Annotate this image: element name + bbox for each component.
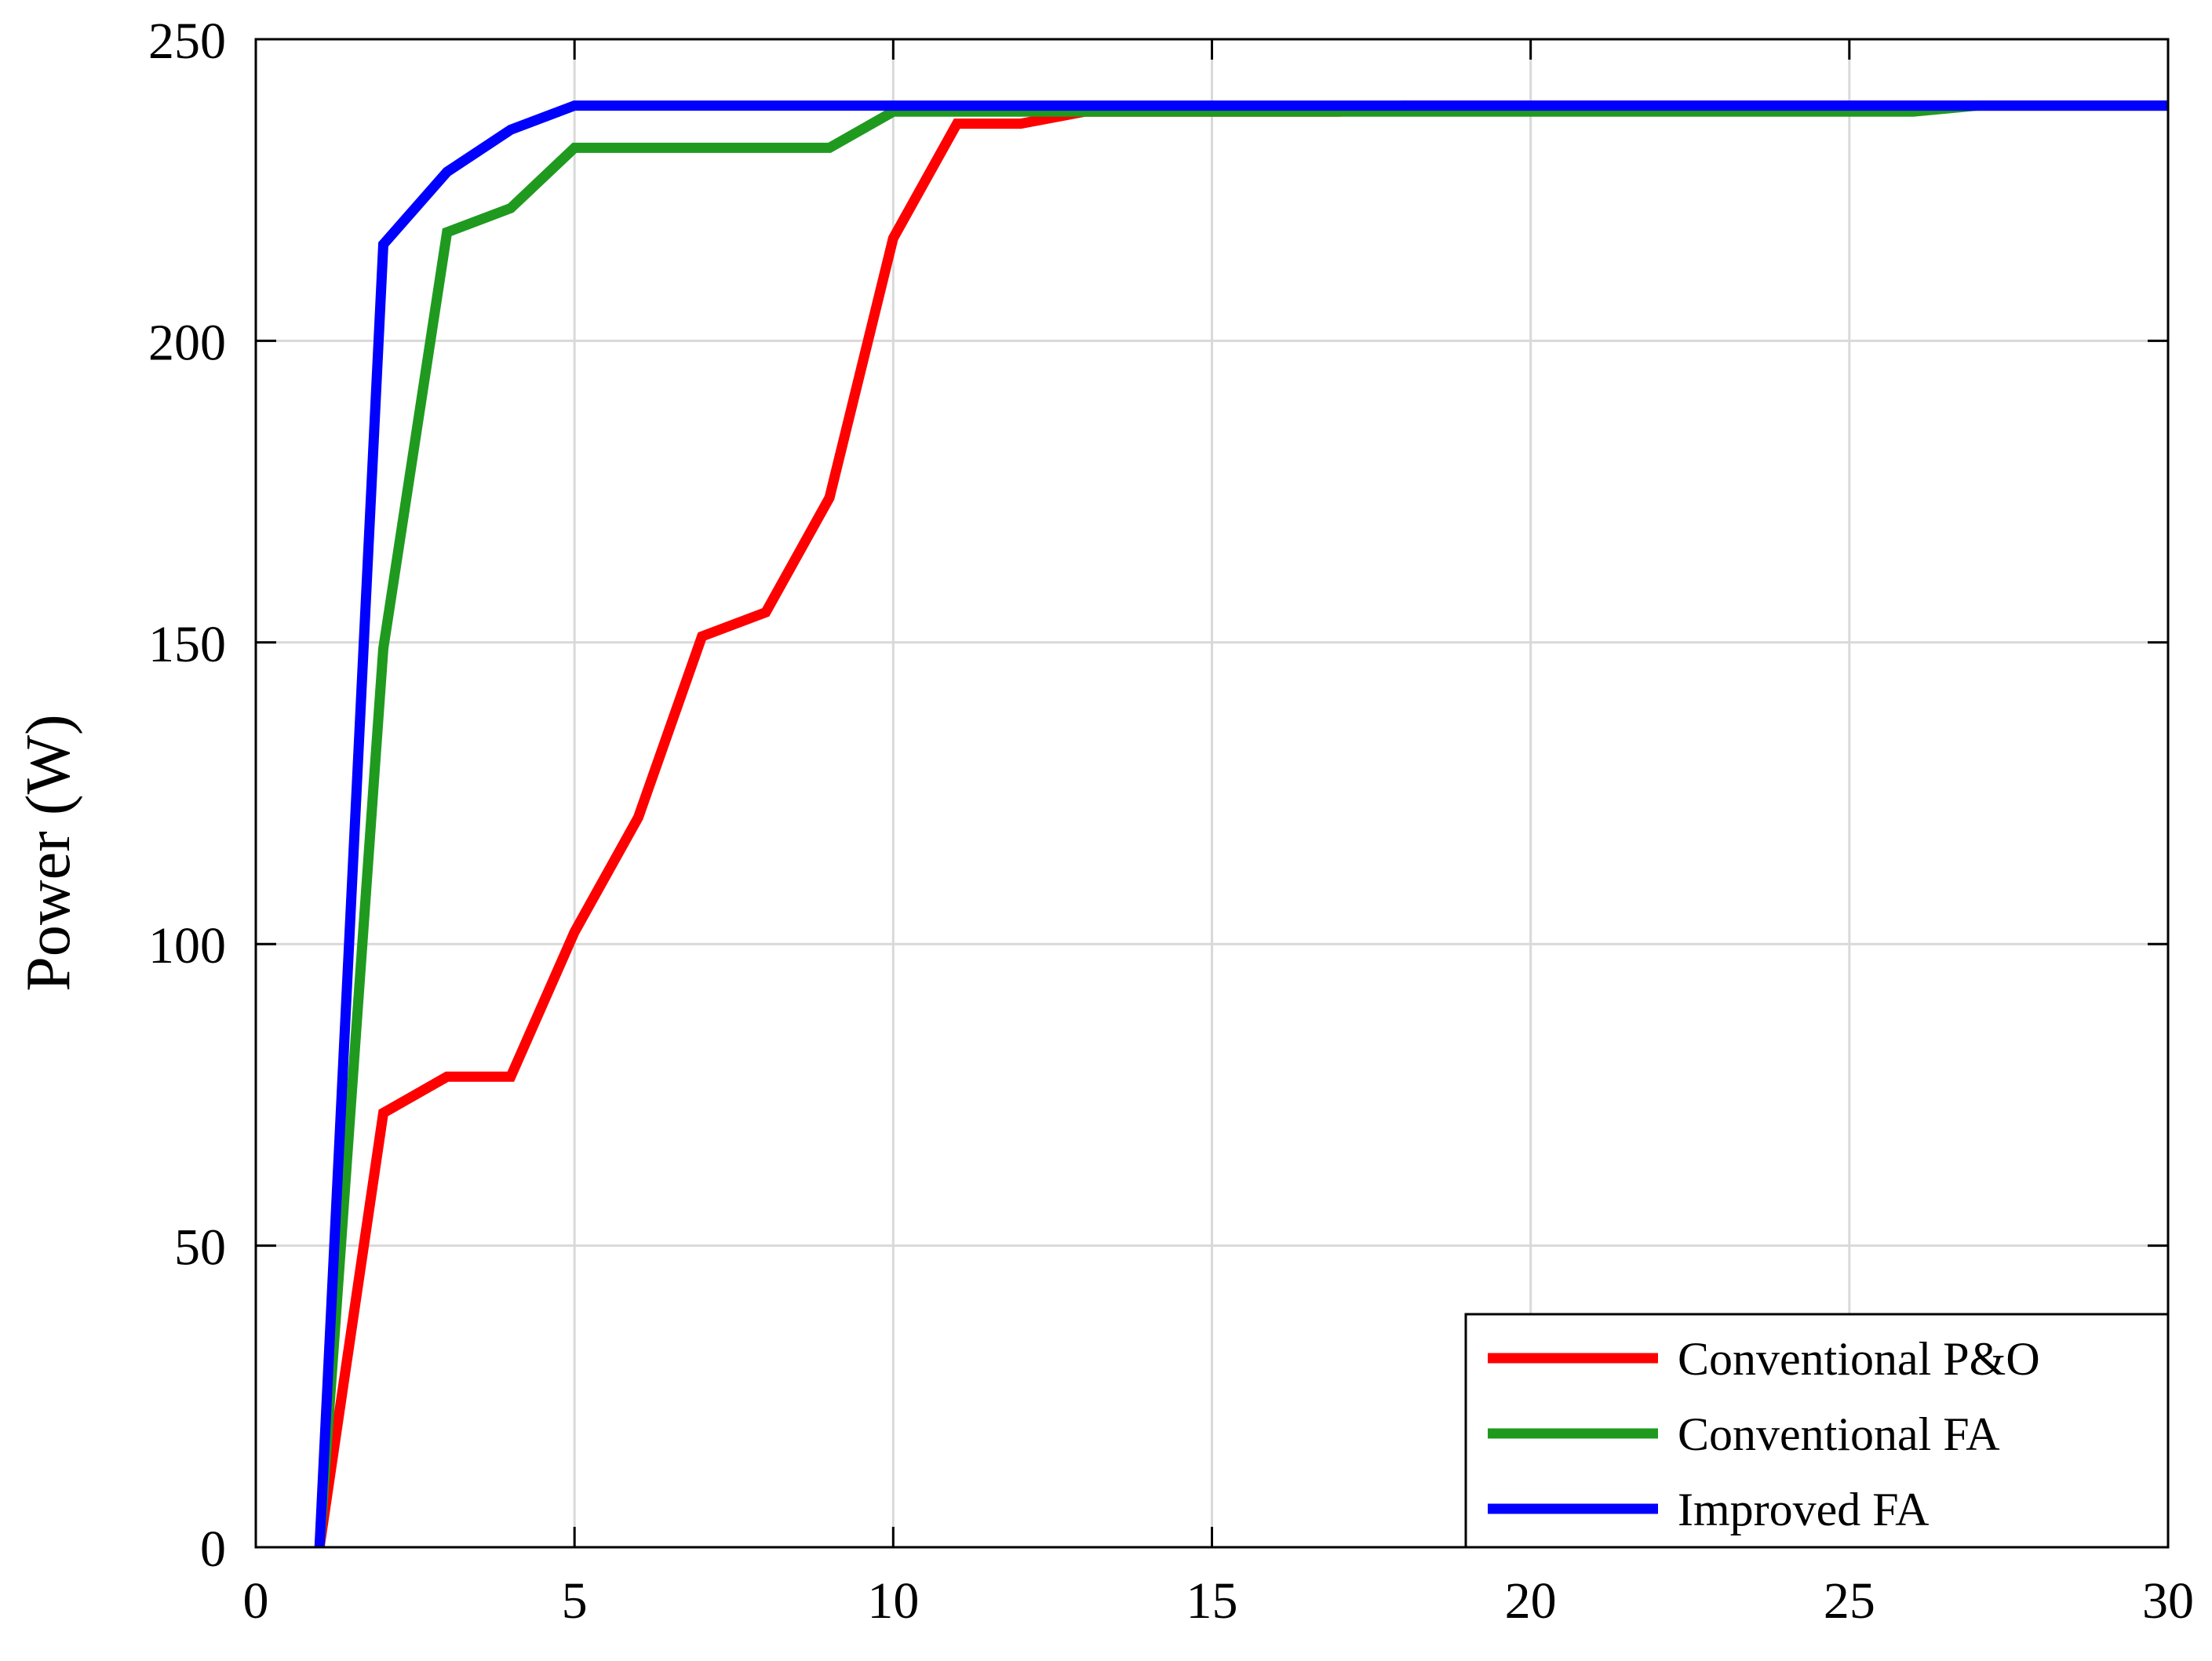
grid-lines	[256, 39, 2168, 1547]
y-axis-label: Power (W)	[14, 714, 83, 991]
series-line-3	[314, 100, 2168, 1548]
y-tick-label-5: 250	[148, 13, 226, 70]
x-tick-label-3: 15	[1186, 1572, 1238, 1630]
legend-label-2: Conventional FA	[1678, 1408, 2000, 1460]
y-tick-label-0: 0	[200, 1521, 226, 1578]
x-tick-label-4: 20	[1505, 1572, 1557, 1630]
x-tick-label-5: 25	[1824, 1572, 1875, 1630]
legend-label-1: Conventional P&O	[1678, 1333, 2040, 1385]
y-tick-label-2: 100	[148, 917, 226, 974]
y-tick-label-4: 200	[148, 314, 226, 371]
y-tick-label-3: 150	[148, 616, 226, 673]
series-line-2	[314, 100, 2168, 1548]
legend: Conventional P&O Conventional FA Improved …	[1464, 1313, 2170, 1549]
series-lines	[314, 100, 2168, 1548]
legend-label-3: Improved FA	[1678, 1484, 1930, 1535]
x-tick-label-0: 0	[243, 1572, 269, 1630]
axis-ticks: 0 5 10 15 20 25 30 0 50 100 150 200 250	[148, 13, 2194, 1630]
x-tick-label-2: 10	[867, 1572, 919, 1630]
y-tick-label-1: 50	[174, 1219, 226, 1277]
x-tick-label-6: 30	[2142, 1572, 2194, 1630]
x-tick-label-1: 5	[562, 1572, 588, 1630]
